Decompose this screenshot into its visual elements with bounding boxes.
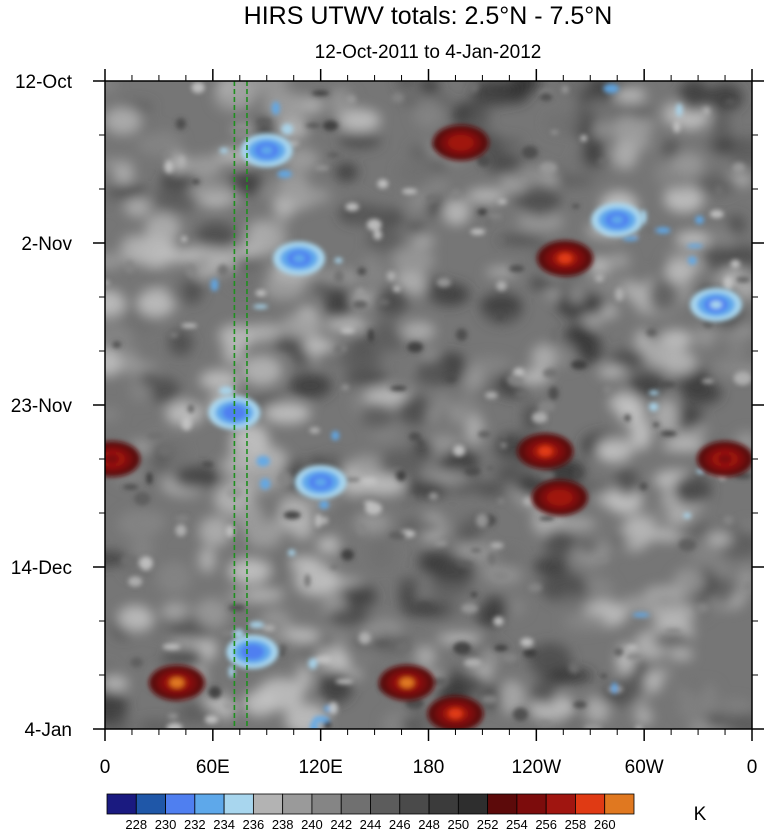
reference-lines: [233, 81, 248, 729]
colorbar-box-13: [487, 793, 518, 815]
colorbar-box-14: [516, 793, 547, 815]
colorbar-label-10: 248: [418, 817, 440, 830]
warm-anomaly-7: [105, 441, 141, 477]
x-tick-label-4: 120W: [512, 757, 562, 778]
colorbar-unit: K: [694, 804, 707, 825]
colorbar-box-4: [223, 793, 254, 815]
colorbar-box-0: [106, 793, 137, 815]
chart-subtitle: 12-Oct-2011 to 4-Jan-2012: [315, 42, 542, 63]
colorbar-box-2: [165, 793, 196, 815]
cold-anomaly-11: [273, 241, 326, 276]
x-tick-label-5: 60W: [625, 757, 664, 778]
colorbar-label-5: 238: [272, 817, 294, 830]
colorbar-box-16: [575, 793, 606, 815]
colorbar-box-5: [252, 793, 284, 815]
cold-anomaly-12: [226, 634, 279, 669]
y-tick-label-0: 12-Oct: [15, 72, 73, 93]
colorbar-box-1: [135, 793, 166, 815]
colorbar-box-9: [370, 793, 401, 815]
colorbar-label-9: 246: [389, 817, 411, 830]
colorbar-label-6: 240: [301, 817, 323, 830]
chart-title: HIRS UTWV totals: 2.5°N - 7.5°N: [244, 2, 613, 30]
heatmap-texture: [105, 81, 752, 729]
colorbar-box-10: [399, 793, 430, 815]
colorbar-box-8: [340, 793, 371, 815]
colorbar-label-0: 228: [125, 817, 147, 830]
colorbar-box-17: [604, 793, 635, 815]
warm-anomaly-0: [378, 664, 435, 701]
cold-anomaly-13: [294, 465, 347, 500]
heatmap-plot-area: [105, 81, 752, 729]
x-tick-label-1: 60E: [196, 757, 230, 778]
x-axis: 0 60E 120E 180 120W 60W 0: [100, 69, 758, 778]
colorbar-box-12: [457, 793, 489, 815]
warm-anomaly-6: [531, 479, 588, 516]
warm-anomaly-4: [427, 695, 484, 729]
y-tick-label-2: 23-Nov: [11, 396, 73, 417]
warm-anomaly-8: [697, 441, 752, 477]
colorbar-label-2: 232: [184, 817, 206, 830]
colorbar-box-6: [282, 793, 313, 815]
warm-anomaly-5: [432, 124, 489, 161]
y-tick-label-1: 2-Nov: [21, 234, 72, 255]
y-tick-label-4: 4-Jan: [24, 720, 72, 741]
colorbar-label-11: 250: [447, 817, 469, 830]
x-tick-label-2: 120E: [298, 757, 342, 778]
colorbar-box-11: [428, 793, 459, 815]
colorbar-label-16: 260: [594, 817, 616, 830]
colorbar-label-1: 230: [155, 817, 177, 830]
colorbar-label-8: 244: [360, 817, 382, 830]
cold-anomaly-15: [690, 287, 743, 322]
x-tick-label-6: 0: [747, 757, 758, 778]
warm-anomaly-1: [148, 664, 205, 701]
colorbar-box-7: [311, 793, 342, 815]
cold-anomaly-10: [240, 133, 293, 168]
colorbar-label-3: 234: [213, 817, 235, 830]
colorbar-box-15: [545, 793, 576, 815]
warm-anomaly-2: [537, 240, 594, 277]
y-tick-label-3: 14-Dec: [11, 558, 72, 579]
colorbar-label-7: 242: [330, 817, 352, 830]
colorbar-label-14: 256: [535, 817, 557, 830]
colorbar-label-12: 252: [477, 817, 499, 830]
colorbar: 228 230 232 234 236 238 240 242 244 246 248 250 252 2…: [106, 793, 635, 830]
colorbar-box-3: [194, 793, 225, 815]
x-tick-label-0: 0: [100, 757, 111, 778]
colorbar-label-4: 236: [243, 817, 265, 830]
x-tick-label-3: 180: [413, 757, 445, 778]
cold-anomaly-14: [591, 202, 644, 237]
colorbar-label-15: 258: [565, 817, 587, 830]
y-axis: 12-Oct 2-Nov 23-Nov 14-Dec 4-Jan: [11, 72, 764, 741]
warm-anomaly-3: [517, 433, 574, 470]
colorbar-label-13: 254: [506, 817, 528, 830]
